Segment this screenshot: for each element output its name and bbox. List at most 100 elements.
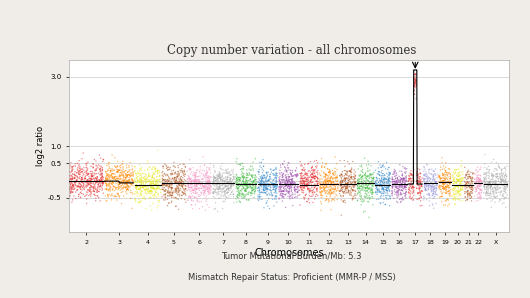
Point [363,174,372,179]
Point [283,185,292,190]
Point [458,176,466,181]
Point [339,178,347,183]
Point [257,165,266,170]
Point [87,178,96,182]
Point [430,180,439,184]
Point [432,180,440,185]
Point [487,187,495,192]
Point [305,187,314,192]
Point [174,171,182,176]
Point [480,184,489,189]
Point [133,194,142,198]
Point [444,179,452,184]
Point [251,188,260,193]
Point [266,174,274,179]
Point [180,187,189,192]
Point [473,184,482,189]
Point [237,166,246,171]
Point [117,201,126,206]
Point [164,189,173,193]
Point [485,185,494,190]
Point [476,176,485,181]
Point [385,188,394,193]
Point [224,184,232,189]
Point [500,189,508,194]
Point [237,176,245,181]
Point [149,183,157,188]
Point [323,179,332,184]
Point [76,182,85,187]
Point [140,184,149,188]
Point [131,198,140,203]
Point [288,179,296,184]
Point [223,187,232,191]
Point [286,195,294,200]
Point [118,159,127,164]
Point [316,190,325,195]
Point [211,178,219,183]
Point [333,175,341,180]
Point [178,177,186,182]
Point [99,179,107,184]
Point [116,179,125,184]
Point [311,190,319,195]
Point [227,172,235,177]
Point [210,187,218,192]
Point [342,186,350,191]
Point [458,177,467,181]
Point [325,173,333,177]
Point [244,173,253,178]
Point [193,184,201,189]
Point [175,171,183,176]
Point [444,177,452,182]
Point [258,173,266,178]
Point [440,186,449,191]
Point [238,191,246,195]
Point [199,190,208,195]
Point [91,175,99,180]
Point [454,186,462,191]
Point [124,187,132,192]
Point [173,174,181,179]
Point [313,179,321,184]
Point [119,173,127,178]
Point [440,182,448,187]
Point [501,165,509,170]
Point [284,190,293,195]
Point [301,172,310,176]
Point [498,193,507,197]
Point [214,179,223,184]
Point [492,179,500,184]
Point [466,189,475,194]
Point [140,195,148,200]
Point [453,176,461,181]
Point [304,173,312,178]
Point [458,176,467,181]
Point [375,178,384,183]
Point [409,179,418,184]
Point [375,180,383,185]
Point [252,175,260,179]
Point [398,179,407,184]
Point [207,191,215,195]
Point [485,181,494,186]
Point [373,188,382,193]
Point [113,191,121,196]
Point [322,179,331,184]
Point [377,187,386,192]
Point [342,186,351,190]
Point [151,182,159,187]
Point [235,193,244,197]
Point [317,193,325,197]
Point [468,191,476,195]
Point [296,181,305,186]
Point [181,191,189,196]
Point [355,182,363,187]
Point [261,187,270,192]
Point [405,183,414,188]
Point [77,176,86,180]
Point [186,189,195,194]
Point [401,181,409,186]
Point [262,186,271,191]
Point [204,169,212,174]
